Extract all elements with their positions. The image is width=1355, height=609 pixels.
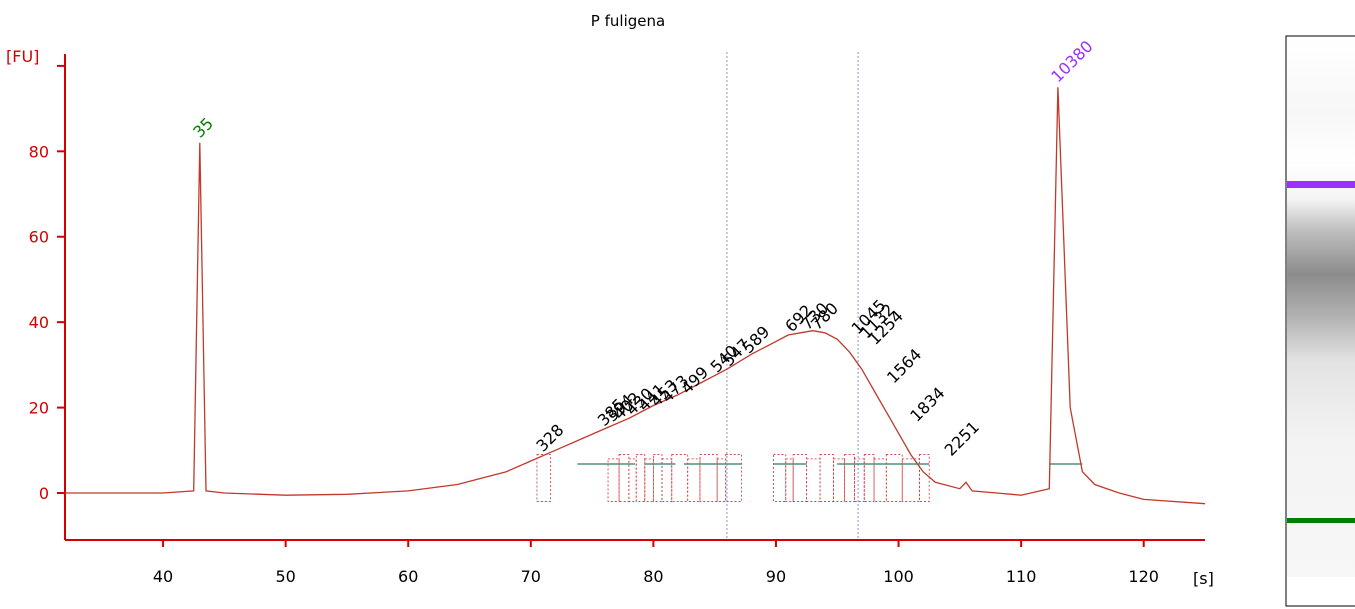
peak-region	[819, 454, 834, 502]
peak-region	[885, 454, 903, 502]
y-tick-label: 80	[29, 142, 49, 161]
gel-upper-marker-band	[1287, 181, 1355, 188]
peak-region	[716, 458, 727, 502]
x-tick-label: 60	[398, 567, 418, 586]
peak-region	[854, 458, 865, 502]
peak-region	[652, 454, 663, 502]
peak-region	[644, 458, 654, 502]
peak-region	[785, 458, 794, 502]
gel-frame	[1285, 35, 1355, 607]
x-tick-label: 110	[1006, 567, 1037, 586]
peak-labels: 3510380328385394402430441453473499540547…	[189, 37, 1096, 460]
gel-lane	[1287, 37, 1355, 577]
peak-label: 328	[532, 420, 567, 455]
peak-region	[536, 454, 551, 502]
peak-region	[671, 454, 689, 502]
x-tick-label: 80	[643, 567, 663, 586]
peak-region	[863, 454, 875, 502]
peak-region	[773, 454, 787, 502]
axes: 0 20 40 60 80 40 50 60 70 80 90 100 110 120	[29, 52, 1205, 586]
peak-region	[725, 454, 743, 502]
peak-regions	[536, 454, 1083, 502]
x-tick-label: 120	[1128, 567, 1159, 586]
peak-region	[918, 454, 930, 502]
y-axis-label: [FU]	[6, 47, 39, 66]
x-tick-label: 70	[521, 567, 541, 586]
x-axis-label: [s]	[1193, 569, 1214, 588]
gel-image	[1285, 35, 1355, 607]
y-tick-label: 40	[29, 313, 49, 332]
peak-region	[635, 454, 646, 502]
y-tick-label: 0	[39, 484, 49, 503]
peak-region	[607, 458, 620, 502]
peak-region	[661, 458, 673, 502]
peak-label: 1564	[883, 345, 925, 387]
peak-region	[901, 458, 920, 502]
gel-lower-marker-band	[1287, 518, 1355, 523]
peak-region	[618, 454, 630, 502]
peak-label: 2251	[941, 417, 983, 459]
x-tick-label: 40	[153, 567, 173, 586]
peak-region	[687, 458, 701, 502]
peak-region	[699, 454, 718, 502]
x-tick-label: 100	[883, 567, 914, 586]
y-tick-label: 60	[29, 228, 49, 247]
peak-label: 1834	[906, 383, 948, 425]
trace-path	[65, 87, 1206, 505]
marker-label: 35	[189, 114, 217, 142]
peak-region	[792, 454, 808, 502]
trace-line	[65, 87, 1206, 505]
marker-label: 10380	[1047, 37, 1096, 86]
peak-region	[873, 458, 887, 502]
x-tick-label: 50	[275, 567, 295, 586]
peak-region	[628, 458, 637, 502]
chart-title: P fuligena	[591, 12, 665, 30]
peak-region	[844, 454, 855, 502]
peak-region	[833, 458, 846, 502]
peak-region	[806, 458, 821, 502]
y-tick-label: 20	[29, 399, 49, 418]
x-tick-label: 90	[766, 567, 786, 586]
